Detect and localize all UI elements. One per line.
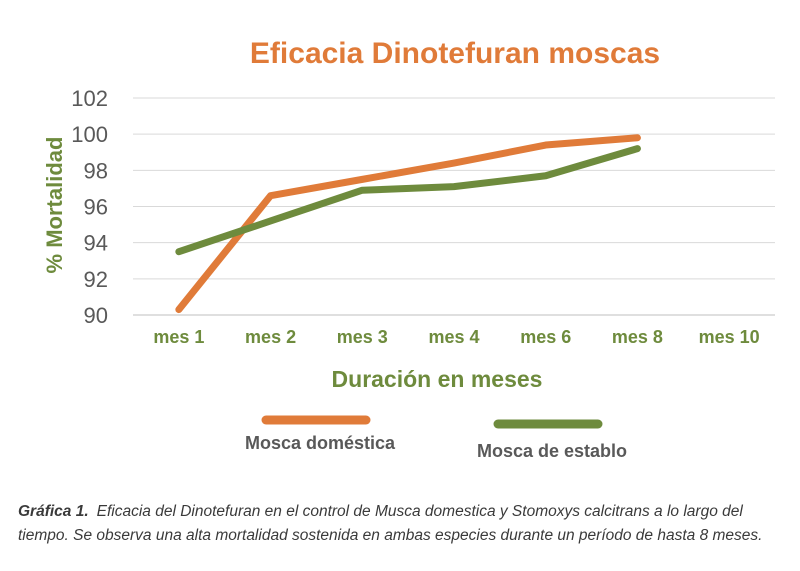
series-line-1 bbox=[175, 134, 641, 314]
y-tick-label: 90 bbox=[84, 303, 108, 328]
x-tick-labels: mes 1 mes 2 mes 3 mes 4 mes 6 mes 8 mes 10 bbox=[153, 327, 759, 347]
y-tick-label: 96 bbox=[84, 195, 108, 220]
y-tick-label: 102 bbox=[71, 86, 108, 111]
y-tick-labels: 90 92 94 96 98 100 102 bbox=[71, 86, 108, 328]
y-tick-label: 94 bbox=[84, 231, 108, 256]
series-line-2 bbox=[175, 145, 641, 256]
y-tick-label: 100 bbox=[71, 122, 108, 147]
chart: Eficacia Dinotefuran moscas 90 92 94 96 98 10… bbox=[42, 37, 775, 461]
figure-caption: Gráfica 1. Eficacia del Dinotefuran en el… bbox=[18, 500, 788, 548]
legend-label-2: Mosca de establo bbox=[477, 441, 627, 461]
x-tick-label: mes 3 bbox=[337, 327, 388, 347]
x-tick-label: mes 6 bbox=[520, 327, 571, 347]
caption-label: Gráfica 1. bbox=[18, 503, 89, 520]
legend: Mosca doméstica Mosca de establo bbox=[245, 415, 627, 461]
x-axis-label: Duración en meses bbox=[332, 366, 543, 392]
chart-title: Eficacia Dinotefuran moscas bbox=[250, 37, 660, 70]
caption-text: Eficacia del Dinotefuran en el control d… bbox=[18, 503, 763, 544]
x-tick-label: mes 8 bbox=[612, 327, 663, 347]
y-tick-label: 92 bbox=[84, 267, 108, 292]
series-lines bbox=[175, 134, 641, 314]
legend-label-1: Mosca doméstica bbox=[245, 433, 396, 453]
y-tick-label: 98 bbox=[84, 158, 108, 183]
x-tick-label: mes 10 bbox=[699, 327, 760, 347]
x-tick-label: mes 1 bbox=[153, 327, 204, 347]
x-tick-label: mes 4 bbox=[428, 327, 479, 347]
y-axis-label: % Mortalidad bbox=[42, 137, 67, 274]
gridlines bbox=[133, 97, 775, 316]
x-tick-label: mes 2 bbox=[245, 327, 296, 347]
